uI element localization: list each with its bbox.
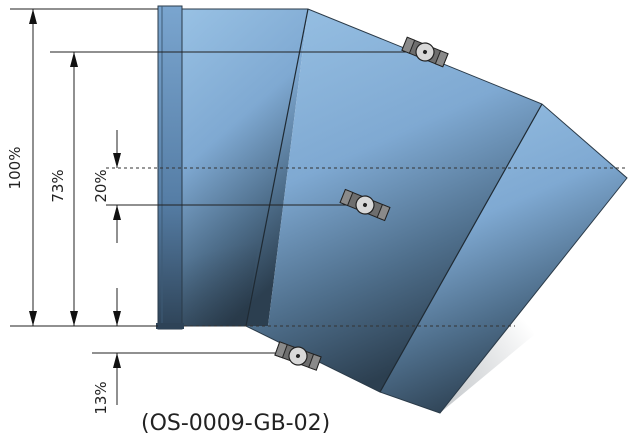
dim-label-73: 73%	[49, 169, 67, 202]
dimension-lines	[10, 8, 628, 405]
valve-icon-top	[401, 36, 449, 68]
arrow-13-bottom	[113, 353, 121, 368]
arrow-20-bottom	[113, 205, 121, 220]
dim-label-20: 20%	[92, 169, 110, 202]
seam-2	[379, 103, 543, 393]
segment-2	[246, 9, 542, 392]
pipe-body	[181, 8, 628, 414]
arrow-20-top	[113, 153, 121, 168]
arrow-73-bottom	[70, 311, 78, 326]
arrow-73-top	[70, 52, 78, 67]
valve-icon-middle	[339, 188, 391, 222]
dim-label-100: 100%	[6, 147, 24, 190]
segment-3	[380, 104, 627, 413]
arrow-100-bottom	[29, 311, 37, 326]
arrow-100-top	[29, 9, 37, 24]
valve-icon-bottom	[274, 341, 322, 371]
pipe-shadow	[182, 180, 540, 413]
dim-label-13: 13%	[92, 381, 110, 414]
part-code-label: (OS-0009-GB-02)	[141, 411, 330, 436]
arrow-13-top	[113, 311, 121, 326]
flange-foot	[156, 323, 184, 329]
